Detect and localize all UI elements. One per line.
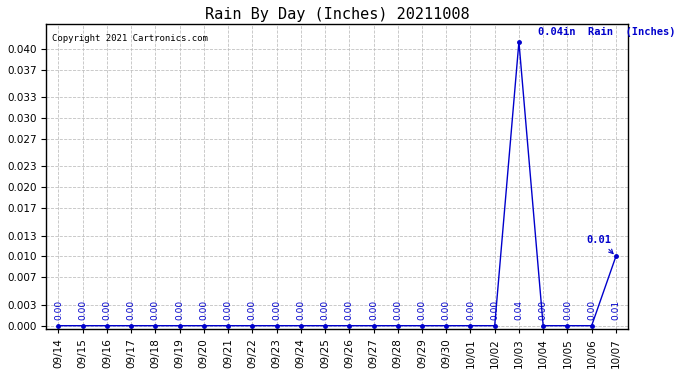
Text: 0.00: 0.00 [345, 300, 354, 320]
Text: 0.00: 0.00 [442, 300, 451, 320]
Text: 0.00: 0.00 [369, 300, 378, 320]
Text: 0.00: 0.00 [393, 300, 402, 320]
Text: 0.00: 0.00 [54, 300, 63, 320]
Text: 0.00: 0.00 [175, 300, 184, 320]
Text: 0.00: 0.00 [321, 300, 330, 320]
Text: 0.00: 0.00 [127, 300, 136, 320]
Text: 0.01: 0.01 [611, 300, 620, 320]
Text: 0.00: 0.00 [296, 300, 305, 320]
Text: 0.00: 0.00 [490, 300, 499, 320]
Text: 0.00: 0.00 [417, 300, 426, 320]
Text: 0.04in  Rain  (Inches): 0.04in Rain (Inches) [538, 27, 676, 37]
Text: Copyright 2021 Cartronics.com: Copyright 2021 Cartronics.com [52, 34, 208, 43]
Text: 0.00: 0.00 [539, 300, 548, 320]
Title: Rain By Day (Inches) 20211008: Rain By Day (Inches) 20211008 [205, 7, 469, 22]
Text: 0.00: 0.00 [563, 300, 572, 320]
Text: 0.00: 0.00 [102, 300, 111, 320]
Text: 0.00: 0.00 [151, 300, 160, 320]
Text: 0.00: 0.00 [78, 300, 87, 320]
Text: 0.00: 0.00 [272, 300, 281, 320]
Text: 0.00: 0.00 [199, 300, 208, 320]
Text: 0.00: 0.00 [466, 300, 475, 320]
Text: 0.04: 0.04 [515, 300, 524, 320]
Text: 0.00: 0.00 [248, 300, 257, 320]
Text: 0.00: 0.00 [587, 300, 596, 320]
Text: 0.00: 0.00 [224, 300, 233, 320]
Text: 0.01: 0.01 [586, 235, 613, 254]
